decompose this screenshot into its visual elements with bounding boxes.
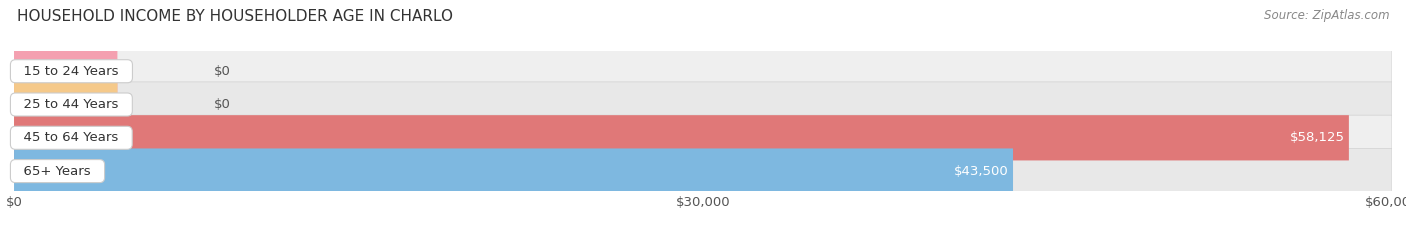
Text: $0: $0 bbox=[214, 98, 231, 111]
FancyBboxPatch shape bbox=[14, 115, 1348, 161]
Text: 45 to 64 Years: 45 to 64 Years bbox=[15, 131, 127, 144]
Text: $58,125: $58,125 bbox=[1289, 131, 1344, 144]
Text: $0: $0 bbox=[214, 65, 231, 78]
FancyBboxPatch shape bbox=[14, 82, 1392, 127]
Text: HOUSEHOLD INCOME BY HOUSEHOLDER AGE IN CHARLO: HOUSEHOLD INCOME BY HOUSEHOLDER AGE IN C… bbox=[17, 9, 453, 24]
Text: 65+ Years: 65+ Years bbox=[15, 164, 100, 178]
FancyBboxPatch shape bbox=[14, 49, 1392, 94]
Text: 15 to 24 Years: 15 to 24 Years bbox=[15, 65, 128, 78]
Text: Source: ZipAtlas.com: Source: ZipAtlas.com bbox=[1264, 9, 1389, 22]
Text: 25 to 44 Years: 25 to 44 Years bbox=[15, 98, 128, 111]
Text: $43,500: $43,500 bbox=[955, 164, 1010, 178]
FancyBboxPatch shape bbox=[14, 82, 118, 127]
FancyBboxPatch shape bbox=[14, 148, 1392, 194]
FancyBboxPatch shape bbox=[14, 115, 1392, 161]
FancyBboxPatch shape bbox=[14, 148, 1012, 194]
FancyBboxPatch shape bbox=[14, 49, 118, 94]
